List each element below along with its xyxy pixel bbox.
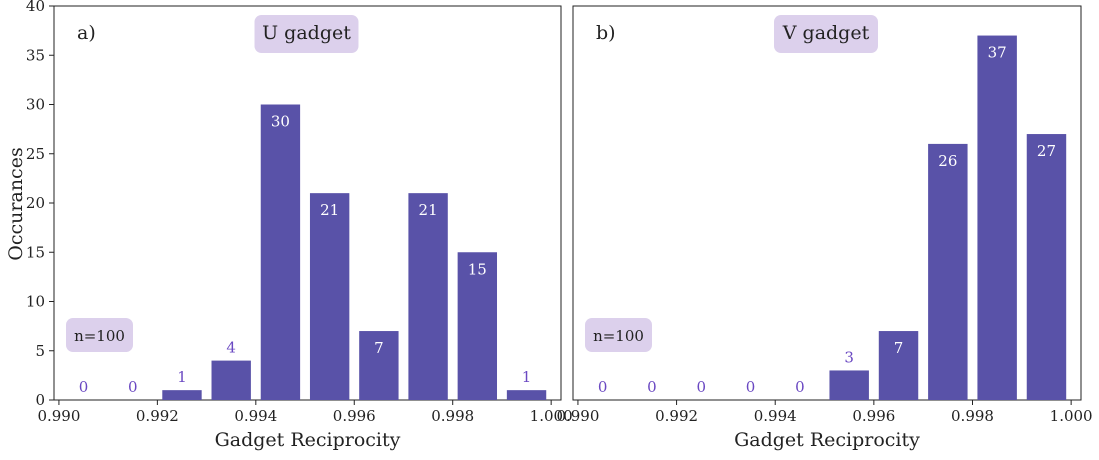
plot-frame	[572, 5, 1082, 401]
bar	[506, 390, 547, 400]
x-axis-title: Gadget Reciprocity	[734, 429, 920, 451]
x-tick-label: 0.990	[37, 407, 80, 425]
chart-title: U gadget	[262, 22, 351, 44]
sample-size-label: n=100	[593, 327, 644, 345]
y-tick-label: 0	[35, 391, 45, 409]
panel-label: b)	[596, 22, 616, 44]
sample-size-label: n=100	[74, 327, 125, 345]
bar	[211, 360, 251, 400]
panel-a: 0 0 1 4 30 21 7 21 15 1 0.990 0.992 0.994 0.996 0.998 1…	[26, 0, 573, 451]
bar-value-label: 21	[419, 201, 438, 219]
bar	[457, 252, 498, 400]
bar	[260, 104, 301, 400]
bar-value-label: 1	[522, 368, 532, 386]
sample-size-badge	[66, 318, 133, 352]
bar-value-label: 37	[988, 44, 1007, 62]
x-axis-title: Gadget Reciprocity	[215, 429, 401, 451]
y-tick-label: 30	[26, 96, 45, 114]
x-tick-label: 1.000	[1050, 407, 1093, 425]
x-tick-label: 0.996	[852, 407, 895, 425]
x-tick-label: 0.998	[431, 407, 474, 425]
bar-value-label: 0	[128, 378, 138, 396]
x-tick-label: 1.000	[530, 407, 573, 425]
y-axis-title: Occurances	[5, 147, 27, 260]
y-tick-label: 35	[26, 46, 45, 64]
bar	[878, 331, 919, 400]
bar	[359, 331, 399, 400]
y-tick-label: 10	[26, 293, 45, 311]
bar	[408, 193, 448, 400]
y-tick-label: 20	[26, 194, 45, 212]
bar	[928, 143, 968, 400]
bar-value-label: 30	[271, 113, 290, 131]
x-tick-label: 0.994	[234, 407, 277, 425]
bar-value-label: 0	[79, 378, 89, 396]
bar-value-label: 21	[320, 201, 339, 219]
y-tick-label: 15	[26, 243, 45, 261]
x-tick-label: 0.994	[754, 407, 797, 425]
bar-value-label: 0	[746, 378, 756, 396]
x-tick-label: 0.992	[136, 407, 179, 425]
bar-value-label: 0	[647, 378, 657, 396]
x-tick-label: 0.998	[951, 407, 994, 425]
chart-title: V gadget	[782, 22, 870, 44]
y-tick-label: 40	[26, 0, 45, 15]
sample-size-badge	[585, 318, 652, 352]
bar	[977, 35, 1017, 401]
bar-value-label: 26	[938, 152, 957, 170]
bar-value-label: 7	[374, 339, 384, 357]
x-tick-label: 0.990	[556, 407, 599, 425]
bar-value-label: 0	[795, 378, 805, 396]
x-tick-label: 0.996	[333, 407, 376, 425]
panel-label: a)	[77, 22, 96, 44]
title-badge	[774, 15, 878, 53]
bar	[1026, 134, 1067, 401]
title-badge	[254, 15, 359, 53]
y-tick-label: 25	[26, 145, 45, 163]
bar-value-label: 15	[468, 260, 487, 278]
bar-value-label: 0	[696, 378, 706, 396]
y-tick-label: 5	[35, 342, 45, 360]
bar	[309, 193, 350, 400]
bar-value-label: 27	[1037, 142, 1056, 160]
bar-value-label: 3	[844, 348, 854, 366]
bar-value-label: 4	[226, 339, 236, 357]
bar-value-label: 0	[598, 378, 608, 396]
bar	[829, 370, 869, 400]
bar	[162, 390, 202, 400]
bar-value-label: 7	[894, 339, 904, 357]
x-tick-label: 0.992	[655, 407, 698, 425]
bar-value-label: 1	[177, 368, 187, 386]
